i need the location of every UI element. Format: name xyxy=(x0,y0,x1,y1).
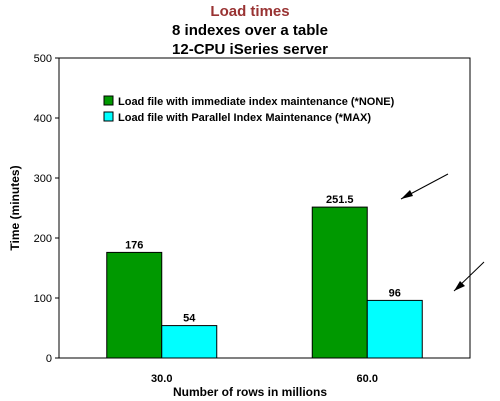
data-label-max-60.0: 96 xyxy=(389,287,401,299)
y-tick-label: 500 xyxy=(34,53,52,65)
x-tick-label: 30.0 xyxy=(151,373,172,385)
data-label-none-30.0: 176 xyxy=(125,239,143,251)
y-tick-label: 300 xyxy=(34,173,52,185)
legend: Load file with immediate index maintenan… xyxy=(103,95,395,124)
data-label-max-30.0: 54 xyxy=(183,313,196,325)
x-tick-label: 60.0 xyxy=(357,373,378,385)
bar-none-60.0 xyxy=(311,206,368,359)
chart-title: Load times xyxy=(210,3,289,20)
bars xyxy=(106,206,423,359)
legend-swatch-max xyxy=(103,111,114,122)
legend-label-none: Load file with immediate index maintenan… xyxy=(118,96,395,108)
y-axis-label: Time (minutes) xyxy=(8,165,22,250)
arrow-head-none-60 xyxy=(401,190,413,199)
legend-label-max: Load file with Parallel Index Maintenanc… xyxy=(118,112,371,124)
annotation-arrows xyxy=(400,173,485,292)
arrow-head-max-60 xyxy=(454,281,465,291)
legend-swatch-none xyxy=(103,95,114,106)
bar-max-60.0 xyxy=(366,299,423,359)
y-tick-label: 200 xyxy=(34,233,52,245)
y-tick-label: 0 xyxy=(46,353,52,365)
y-tick-label: 100 xyxy=(34,293,52,305)
y-tick-label: 400 xyxy=(34,113,52,125)
y-axis: 0 100 200 300 400 500 xyxy=(34,53,59,365)
chart-subtitle-1: 8 indexes over a table xyxy=(172,22,328,39)
bar-max-30.0 xyxy=(161,325,218,359)
data-label-none-60.0: 251.5 xyxy=(326,194,354,206)
x-axis: 30.0 60.0 xyxy=(151,373,378,385)
chart-subtitle-2: 12-CPU iSeries server xyxy=(172,41,328,58)
data-labels: 176 54 251.5 96 xyxy=(125,194,401,325)
plot-frame xyxy=(58,57,471,359)
x-axis-label: Number of rows in millions xyxy=(173,385,327,399)
bar-none-30.0 xyxy=(106,251,163,359)
